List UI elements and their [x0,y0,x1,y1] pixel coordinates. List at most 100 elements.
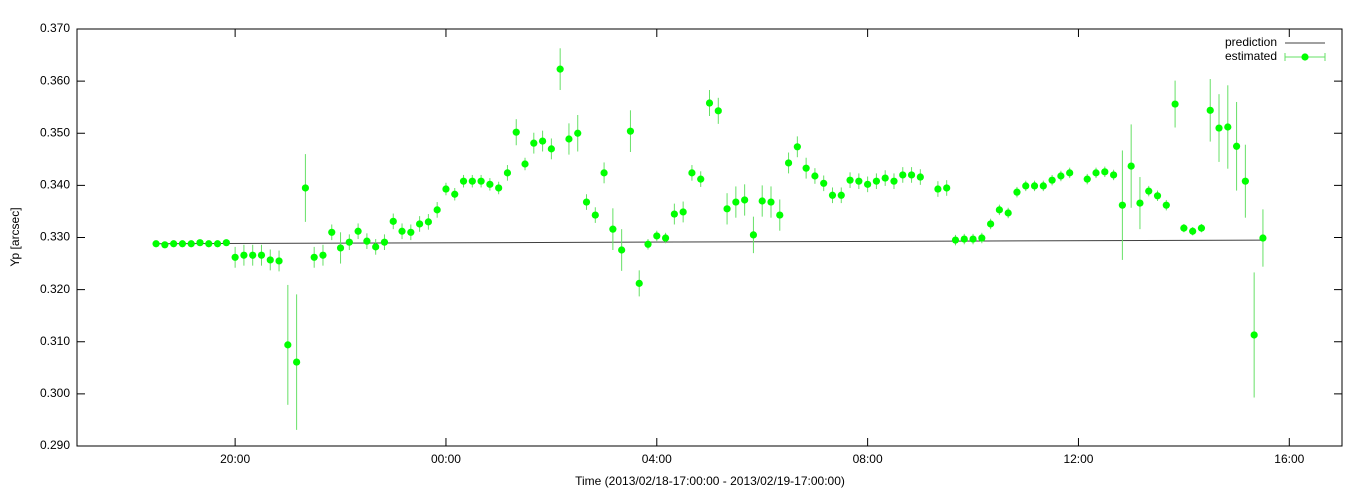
y-tick-label: 0.340 [40,178,70,192]
data-point [301,184,310,192]
data-point [943,184,951,192]
data-point [951,236,960,244]
data-point [275,257,283,265]
prediction-line [156,239,1263,245]
data-point [670,210,678,218]
data-point [1127,162,1135,170]
data-point [635,279,643,287]
data-point [749,231,758,239]
data-point [600,169,608,177]
data-point [1197,224,1206,232]
data-point [240,251,248,259]
data-point [266,256,274,264]
data-point [249,251,257,259]
data-point [653,232,661,240]
data-point [723,205,731,213]
data-point [784,159,793,167]
data-point [688,169,696,177]
data-point [1224,123,1232,131]
data-point [890,177,898,185]
legend-swatch [1301,53,1309,61]
data-point [820,179,828,187]
data-point [1004,209,1012,217]
data-point [521,160,529,168]
y-tick-label: 0.330 [40,230,70,244]
data-point [732,198,740,206]
x-tick-label: 08:00 [853,452,883,466]
data-point [776,211,784,219]
data-point [1215,124,1223,132]
data-point [899,171,907,179]
data-point [222,239,230,247]
y-tick-label: 0.320 [40,282,70,296]
y-tick-label: 0.360 [40,73,70,87]
data-point [644,240,652,248]
data-point [512,128,520,136]
data-point [178,240,187,248]
data-point [1030,182,1039,190]
data-point [828,191,837,199]
data-point [310,253,318,261]
data-point [582,198,591,206]
data-point [231,253,239,261]
y-tick-label: 0.370 [40,21,70,35]
y-axis-title: Yp [arcsec] [8,207,22,266]
data-point [1241,177,1249,185]
data-point [257,251,266,259]
data-point [1232,142,1241,150]
data-point [213,240,222,248]
data-point [1145,187,1153,195]
data-point [872,177,881,185]
data-point [187,240,195,248]
data-point [293,358,301,366]
data-point [459,177,468,185]
legend-label: estimated [1225,49,1277,63]
data-point [574,129,582,137]
data-point [969,235,977,243]
data-point [837,191,845,199]
data-point [152,240,160,248]
data-point [618,246,626,254]
data-point [424,218,432,226]
data-point [161,241,169,249]
data-point [1171,100,1179,108]
data-point [881,174,889,182]
data-point [1013,188,1021,196]
data-point [1048,176,1056,184]
data-point [591,211,599,219]
data-point [626,127,635,135]
data-point [1250,331,1258,339]
data-point [284,341,292,349]
data-point [864,180,872,188]
data-point [556,65,564,73]
data-point [1118,201,1126,209]
data-point [995,206,1003,214]
data-point [793,143,801,151]
x-tick-label: 16:00 [1274,452,1304,466]
data-point [705,99,714,107]
data-point [661,234,670,242]
legend-label: prediction [1225,35,1277,49]
data-point [486,180,494,188]
data-point [372,243,380,251]
data-point [547,145,555,153]
data-point [354,227,362,235]
data-point [205,240,213,248]
data-point [1189,227,1197,235]
data-point [319,251,327,259]
data-point [1022,182,1030,190]
data-point [697,175,705,183]
data-point [328,228,336,236]
y-tick-label: 0.350 [40,125,70,139]
data-point [503,169,512,177]
x-axis-title: Time (2013/02/18-17:00:00 - 2013/02/19-1… [575,474,845,488]
data-point [679,208,687,216]
data-point [363,237,371,245]
data-point [1101,168,1109,176]
data-point [196,239,204,247]
y-tick-label: 0.290 [40,438,70,452]
data-point [811,172,819,180]
data-point [1180,224,1188,232]
